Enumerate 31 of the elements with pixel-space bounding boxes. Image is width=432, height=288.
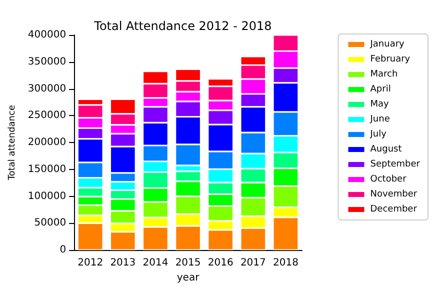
- legend-label: October: [370, 174, 407, 184]
- y-tick-label: 150000: [28, 164, 66, 175]
- legend-label: June: [369, 114, 390, 124]
- legend-label: September: [370, 160, 420, 170]
- legend-label: November: [370, 190, 418, 200]
- legend-label: April: [370, 84, 391, 94]
- x-tick-label: 2018: [272, 258, 298, 269]
- y-tick-label: 400000: [28, 30, 66, 40]
- legend-label: December: [370, 204, 418, 214]
- legend-label: January: [369, 40, 406, 50]
- x-tick-label: 2015: [175, 258, 201, 269]
- legend-label: July: [369, 130, 388, 140]
- x-tick-label: 2016: [208, 258, 234, 269]
- y-tick-label: 250000: [28, 110, 66, 122]
- y-tick-label: 200000: [28, 137, 66, 148]
- y-tick-label: 100000: [28, 190, 66, 202]
- x-axis-title: year: [176, 272, 200, 284]
- x-tick-label: 2017: [240, 258, 266, 269]
- y-tick-label: 50000: [34, 218, 66, 229]
- y-tick-label: 350000: [28, 56, 66, 68]
- legend-label: February: [370, 54, 411, 64]
- x-tick-label: 2013: [110, 258, 136, 269]
- legend-label: May: [370, 100, 390, 110]
- x-tick-label: 2014: [142, 258, 168, 269]
- y-axis-title: Total attendance: [8, 104, 18, 182]
- x-tick-label: 2012: [78, 258, 104, 269]
- legend-label: March: [370, 70, 398, 80]
- y-tick-label: 0: [60, 244, 66, 256]
- legend-label: August: [370, 144, 402, 154]
- chart-title: Total Attendance 2012 - 2018: [93, 19, 272, 33]
- y-tick-label: 300000: [28, 83, 66, 94]
